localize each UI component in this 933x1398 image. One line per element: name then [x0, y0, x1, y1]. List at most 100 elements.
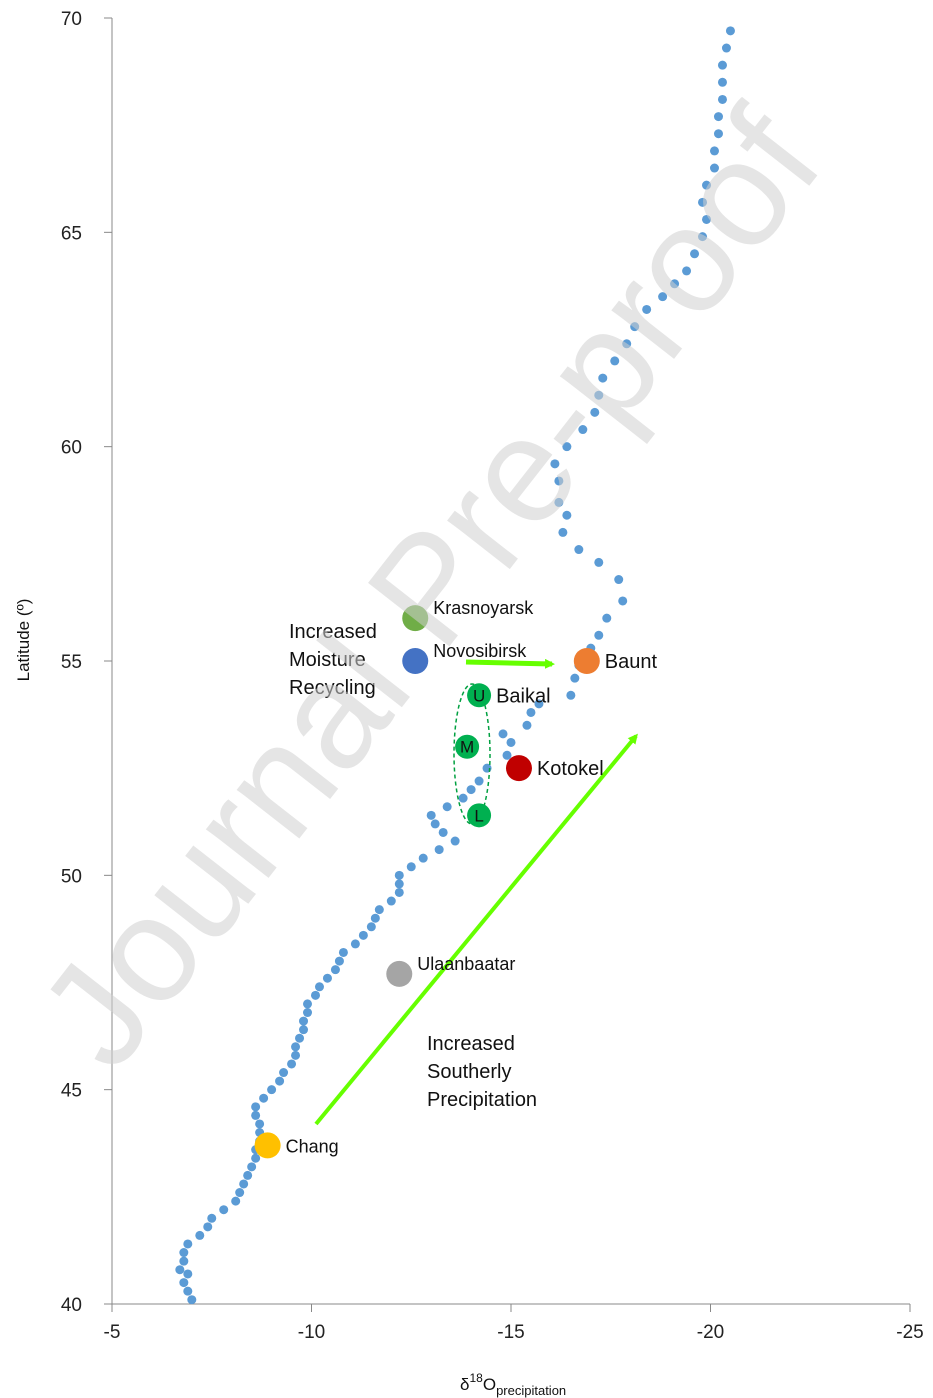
data-point — [303, 1008, 313, 1018]
data-point — [330, 965, 340, 975]
y-ticks: 40 45 50 55 60 65 70 — [61, 9, 112, 1316]
data-point — [602, 613, 612, 623]
data-point — [299, 1016, 309, 1026]
data-point — [690, 249, 700, 259]
data-point — [450, 836, 460, 846]
moisture-arrow — [465, 658, 555, 669]
data-point — [370, 913, 380, 923]
site-label: Baunt — [605, 651, 658, 673]
site-label: Novosibirsk — [433, 641, 527, 661]
data-point — [506, 737, 516, 747]
data-point — [442, 802, 452, 812]
data-point — [566, 690, 576, 700]
data-point — [247, 1162, 257, 1172]
data-point — [267, 1085, 277, 1095]
site-marker-letter: L — [474, 806, 483, 825]
data-point — [207, 1213, 217, 1223]
data-point — [554, 497, 564, 507]
data-point — [534, 699, 544, 709]
data-point — [434, 845, 444, 855]
x-label-main: O — [483, 1375, 496, 1394]
data-point — [430, 819, 440, 829]
data-point — [594, 557, 604, 567]
data-point — [366, 922, 376, 932]
data-point — [614, 575, 624, 585]
data-point — [709, 163, 719, 173]
data-point — [179, 1248, 189, 1258]
data-point — [310, 990, 320, 1000]
y-tick-label: 45 — [61, 1081, 82, 1102]
data-point — [187, 1295, 197, 1305]
data-point — [287, 1059, 297, 1069]
site-marker — [455, 734, 480, 759]
x-axis-label: δ18Oprecipitation — [460, 1371, 566, 1398]
data-point — [251, 1102, 261, 1112]
y-tick-label: 50 — [61, 866, 82, 887]
data-point — [622, 339, 632, 349]
data-point — [562, 442, 572, 452]
data-point — [554, 476, 564, 486]
x-tick-label: -10 — [298, 1322, 325, 1343]
data-point — [721, 43, 731, 53]
baikal-outline — [453, 683, 491, 825]
data-point — [717, 94, 727, 104]
data-point — [334, 956, 344, 966]
southerly-line-1: Increased — [427, 1033, 515, 1055]
site-label: Chang — [286, 1136, 339, 1156]
southerly-line-2: Southerly — [427, 1061, 512, 1083]
data-point — [394, 870, 404, 880]
site-marker — [386, 960, 413, 987]
moisture-line-1: Increased — [289, 621, 377, 643]
data-point — [203, 1222, 213, 1232]
data-point — [713, 129, 723, 139]
data-point — [350, 939, 360, 949]
data-point — [526, 707, 536, 717]
data-point — [179, 1256, 189, 1266]
data-point — [418, 853, 428, 863]
data-point — [713, 112, 723, 122]
data-point — [219, 1205, 229, 1215]
data-point — [275, 1076, 285, 1086]
site-marker — [505, 755, 532, 782]
data-point — [594, 630, 604, 640]
data-point — [630, 322, 640, 332]
data-point — [562, 510, 572, 520]
data-point — [670, 279, 680, 289]
x-label-sub: precipitation — [496, 1383, 566, 1398]
data-point — [702, 214, 712, 224]
data-point — [279, 1068, 289, 1078]
data-point — [338, 947, 348, 957]
data-point — [502, 750, 512, 760]
data-point — [394, 887, 404, 897]
y-tick-label: 70 — [61, 9, 82, 30]
data-point — [658, 292, 668, 302]
data-point — [570, 673, 580, 683]
data-point — [590, 407, 600, 417]
moisture-line-3: Recycling — [289, 677, 376, 699]
site-markers: Krasnoyarsk Novosibirsk Baunt U Baikal M L Koto… — [254, 598, 658, 1159]
data-point — [243, 1170, 253, 1180]
southerly-line-3: Precipitation — [427, 1089, 537, 1111]
data-point — [642, 304, 652, 314]
data-point — [574, 545, 584, 555]
data-point — [406, 862, 416, 872]
data-point — [725, 26, 735, 36]
data-point — [235, 1188, 245, 1198]
x-ticks: -5 -10 -15 -20 -25 — [104, 1304, 924, 1343]
x-tick-label: -25 — [896, 1322, 923, 1343]
site-marker — [467, 803, 492, 828]
data-point — [291, 1042, 301, 1052]
site-label: Krasnoyarsk — [433, 598, 534, 618]
site-marker — [573, 648, 600, 674]
data-point — [251, 1153, 261, 1163]
data-point — [682, 266, 692, 276]
data-point — [522, 720, 532, 730]
data-point — [618, 596, 628, 606]
data-point — [195, 1230, 205, 1240]
site-marker — [467, 683, 492, 708]
data-point — [717, 77, 727, 87]
y-axis-label: Latitude (º) — [14, 599, 33, 682]
site-label: Baikal — [496, 685, 550, 707]
data-point — [183, 1286, 193, 1296]
y-tick-label: 60 — [61, 438, 82, 459]
